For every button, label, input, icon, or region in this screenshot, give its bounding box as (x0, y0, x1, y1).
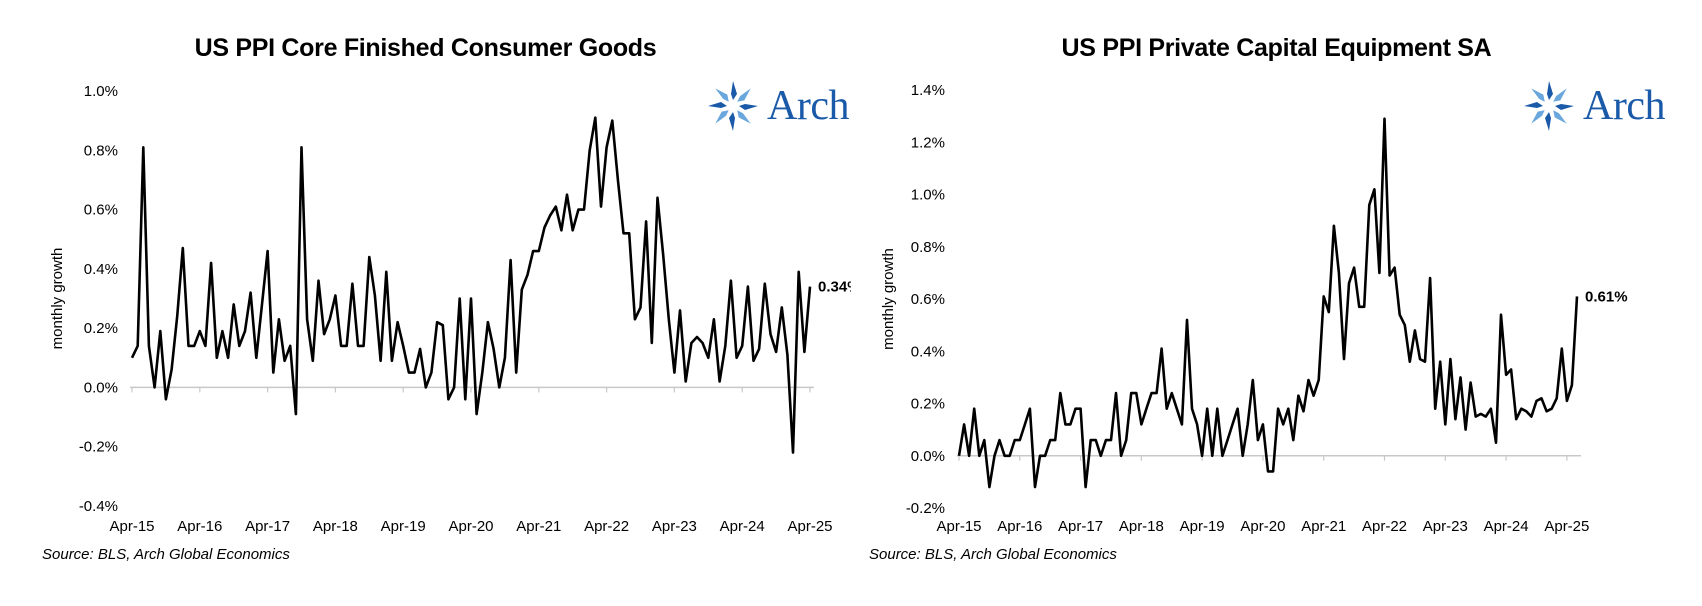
star-blade (1553, 88, 1567, 102)
star-blade (737, 110, 751, 124)
star-blade (1555, 104, 1574, 110)
y-tick-label: 0.4% (84, 261, 118, 278)
y-tick-label: 0.8% (84, 142, 118, 159)
x-tick-label: Apr-15 (936, 518, 981, 535)
x-tick-label: Apr-16 (177, 518, 222, 535)
x-tick-label: Apr-21 (516, 518, 561, 535)
y-tick-label: 0.2% (84, 320, 118, 337)
star-blade (1524, 102, 1543, 108)
arch-logo: Arch (1521, 78, 1665, 134)
series-line (957, 117, 1579, 489)
source-note: Source: BLS, Arch Global Economics (42, 546, 290, 563)
chart-title: US PPI Private Capital Equipment SA (1061, 34, 1492, 62)
x-tick-label: Apr-25 (787, 518, 832, 535)
y-tick-label: -0.4% (79, 498, 118, 515)
y-tick-label: 0.8% (911, 239, 945, 256)
star-blade (1553, 110, 1567, 124)
y-tick-label: -0.2% (79, 439, 118, 456)
source-note: Source: BLS, Arch Global Economics (869, 546, 1117, 563)
chart-panel-private-capital-equipment: US PPI Private Capital Equipment SA 1.4%… (851, 0, 1702, 606)
star-blade (715, 110, 729, 124)
x-tick-label: Apr-17 (1058, 518, 1103, 535)
x-tick-label: Apr-22 (584, 518, 629, 535)
star-blade (1547, 81, 1553, 100)
arch-star-icon (1524, 81, 1574, 131)
chart-panel-core-finished-consumer-goods: US PPI Core Finished Consumer Goods 1.0%… (42, 34, 851, 563)
y-tick-label: 0.0% (911, 448, 945, 465)
y-tick-label: 0.0% (84, 379, 118, 396)
star-blade (1531, 88, 1545, 102)
star-blade (739, 104, 758, 110)
x-tick-label: Apr-20 (448, 518, 493, 535)
logo-text: Arch (767, 83, 849, 129)
line-chart-core-finished-consumer-goods: 1.0% 0.8% 0.6% 0.4% 0.2% 0.0% -0.2% -0.4% Apr-15… (49, 83, 851, 535)
end-value-label: 0.34% (818, 279, 851, 296)
y-tick-label: 0.6% (911, 291, 945, 308)
y-tick-label: -0.2% (906, 500, 945, 517)
star-blade (1531, 110, 1545, 124)
arch-star-icon (708, 81, 758, 131)
x-tick-label: Apr-23 (652, 518, 697, 535)
star-blade (708, 102, 727, 108)
y-tick-label: 1.0% (84, 83, 118, 100)
x-tick-label: Apr-24 (720, 518, 765, 535)
y-tick-label: 0.4% (911, 343, 945, 360)
x-tick-label: Apr-19 (1180, 518, 1225, 535)
star-blade (737, 88, 751, 102)
star-blade (731, 81, 737, 100)
x-tick-label: Apr-17 (245, 518, 290, 535)
x-tick-label: Apr-22 (1362, 518, 1407, 535)
x-tick-label: Apr-18 (313, 518, 358, 535)
star-blade (1545, 112, 1551, 131)
arch-logo: Arch (705, 78, 849, 134)
x-tick-label: Apr-18 (1119, 518, 1164, 535)
x-tick-label: Apr-24 (1484, 518, 1529, 535)
star-blade (729, 112, 735, 131)
x-tick-label: Apr-25 (1544, 518, 1589, 535)
y-tick-label: 1.0% (911, 187, 945, 204)
y-tick-label: 1.4% (911, 82, 945, 99)
x-tick-label: Apr-21 (1301, 518, 1346, 535)
y-axis-label: monthly growth (880, 248, 897, 350)
y-axis-label: monthly growth (49, 248, 66, 350)
x-tick-label: Apr-15 (109, 518, 154, 535)
y-tick-label: 1.2% (911, 134, 945, 151)
x-tick-label: Apr-16 (997, 518, 1042, 535)
x-tick-label: Apr-23 (1423, 518, 1468, 535)
star-blade (715, 88, 729, 102)
y-tick-label: 0.2% (911, 396, 945, 413)
chart-title: US PPI Core Finished Consumer Goods (194, 34, 657, 62)
x-tick-label: Apr-20 (1240, 518, 1285, 535)
logo-text: Arch (1583, 83, 1665, 129)
line-chart-private-capital-equipment: 1.4%1.2%1.0%0.8%0.6%0.4%0.2%0.0%-0.2%Apr… (880, 82, 1628, 535)
series-line (130, 116, 812, 454)
end-value-label: 0.61% (1585, 288, 1628, 305)
x-tick-label: Apr-19 (381, 518, 426, 535)
y-tick-label: 0.6% (84, 202, 118, 219)
